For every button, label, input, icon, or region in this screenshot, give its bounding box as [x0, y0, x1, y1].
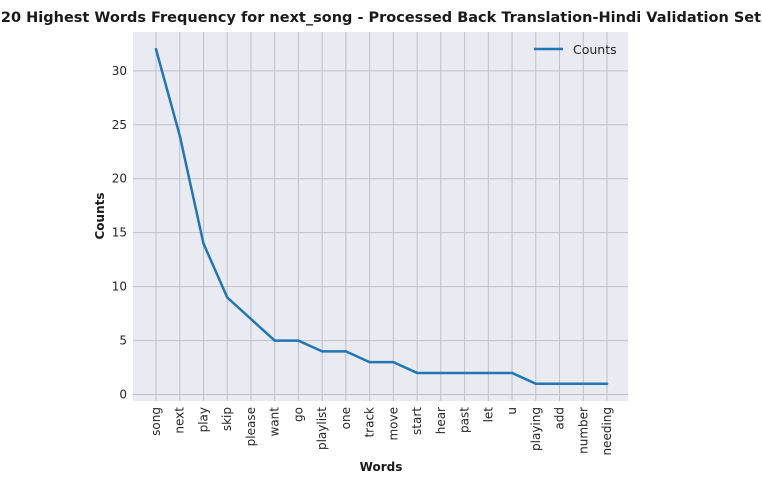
data-point: [487, 371, 490, 375]
data-point: [415, 371, 419, 375]
data-point: [582, 382, 585, 385]
x-tick-label: track: [363, 407, 377, 438]
x-tick-label: please: [244, 407, 258, 446]
x-tick-label: playlist: [315, 407, 329, 450]
plot-area: [133, 32, 628, 401]
data-point: [368, 360, 371, 364]
y-tick-label: 20: [112, 172, 127, 186]
x-tick-label: go: [291, 407, 305, 422]
data-point: [297, 339, 300, 342]
x-tick-label: playing: [529, 407, 543, 451]
data-point: [392, 360, 395, 364]
data-point: [344, 350, 348, 353]
x-tick-label: add: [553, 407, 567, 430]
x-tick-label: hear: [434, 407, 448, 434]
data-point: [463, 371, 466, 375]
x-tick-label: skip: [220, 407, 234, 431]
data-point: [202, 242, 205, 245]
y-tick-label: 30: [112, 64, 127, 78]
x-tick-label: song: [149, 407, 163, 436]
data-point: [178, 134, 181, 137]
y-tick-label: 10: [112, 280, 127, 294]
x-tick-label: want: [268, 407, 282, 437]
data-point: [439, 371, 443, 375]
y-axis-label: Counts: [93, 192, 107, 239]
x-tick-label: let: [481, 407, 495, 423]
x-tick-label: number: [576, 407, 590, 454]
x-tick-label: play: [196, 407, 210, 432]
x-tick-label: next: [173, 407, 187, 434]
data-point: [226, 296, 229, 299]
y-tick-label: 5: [119, 334, 127, 348]
x-tick-label: move: [386, 407, 400, 441]
x-axis-ticks: song next play skip please want go playlist one t…: [149, 407, 614, 456]
data-point: [154, 48, 158, 51]
x-tick-label: past: [458, 407, 472, 433]
legend-label: Counts: [573, 42, 617, 57]
data-point: [249, 317, 253, 321]
data-point: [320, 350, 324, 353]
data-point: [273, 339, 276, 342]
series-layer: [154, 48, 609, 385]
x-tick-label: start: [410, 407, 424, 435]
y-tick-label: 0: [119, 388, 127, 402]
x-tick-label: one: [339, 407, 353, 429]
x-axis-label: Words: [360, 460, 403, 474]
chart-title: 20 Highest Words Frequency for next_song…: [1, 10, 761, 26]
y-tick-label: 15: [112, 226, 127, 240]
legend: Counts: [534, 42, 617, 57]
data-point: [558, 382, 561, 385]
grid-lines: [133, 32, 628, 401]
series-line: [154, 48, 609, 385]
data-point: [534, 382, 537, 385]
y-tick-label: 25: [112, 118, 127, 132]
data-point: [510, 371, 514, 375]
x-tick-label: needing: [600, 407, 614, 456]
y-axis-ticks: 0 5 10 15 20 25 30: [112, 64, 127, 402]
data-point: [605, 382, 609, 385]
x-tick-label: u: [505, 407, 519, 415]
